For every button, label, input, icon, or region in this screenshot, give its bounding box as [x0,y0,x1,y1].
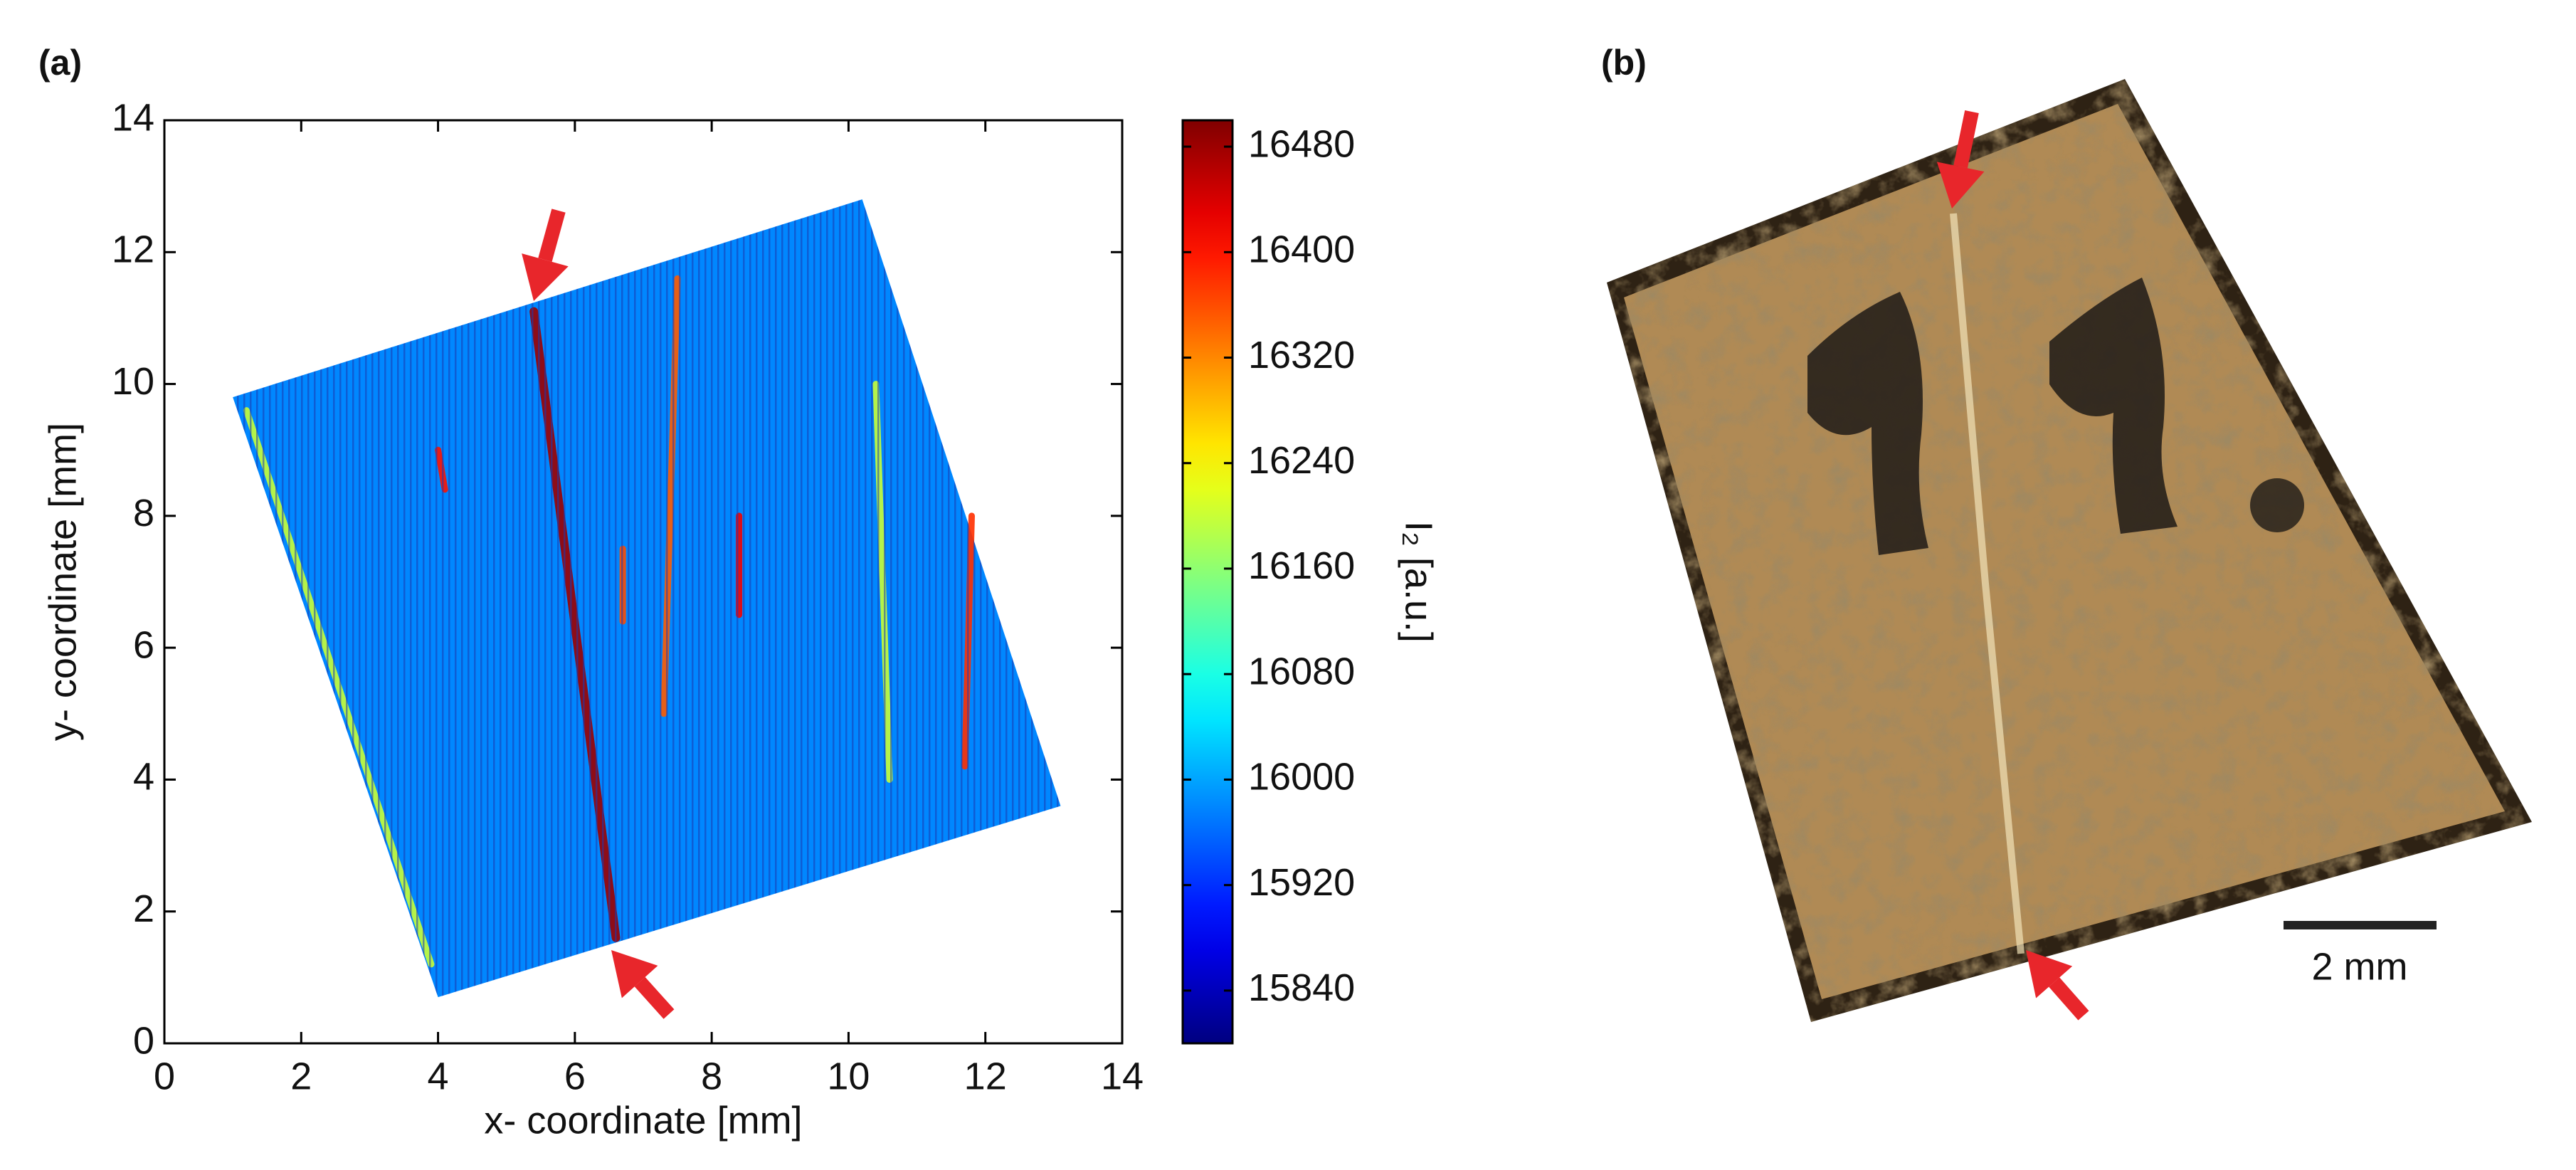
scale-bar-label: 2 mm [2312,945,2408,988]
arrow-head [522,253,569,301]
colorbar-tick-label: 15840 [1248,966,1355,1009]
x-tick-label: 8 [701,1055,722,1097]
y-tick-label: 0 [133,1019,154,1062]
arrow-head [1936,162,1985,209]
x-axis-label: x- coordinate [mm] [484,1099,802,1142]
x-tick-label: 4 [428,1055,449,1097]
y-tick-label: 8 [133,492,154,534]
x-tick-label: 6 [564,1055,586,1097]
x-tick-label: 12 [964,1055,1007,1097]
scan-texture [233,199,1061,998]
arrow [538,209,566,262]
x-tick-label: 10 [827,1055,870,1097]
photo [1607,79,2532,1022]
panel-label: (b) [1601,43,1647,83]
colorbar-tick-label: 16240 [1248,439,1355,482]
y-tick-label: 6 [133,623,154,666]
colorbar-tick-label: 16320 [1248,334,1355,376]
arrow-head [611,950,658,998]
colorbar-tick-label: 16400 [1248,228,1355,271]
colorbar-tick-label: 16160 [1248,544,1355,587]
y-tick-label: 2 [133,887,154,930]
panel-label: (a) [38,43,82,83]
colorbar-tick-label: 16480 [1248,122,1355,165]
arrow [1953,110,1979,169]
arrow-head [2026,950,2073,998]
y-axis-label: y- coordinate [mm] [41,423,84,741]
x-tick-label: 2 [290,1055,312,1097]
y-tick-label: 12 [112,228,154,271]
y-tick-label: 14 [112,96,154,139]
colorbar [1181,119,1234,1045]
colorbar-label: I₂ [a.u.] [1398,521,1440,643]
axes-frame [163,119,1124,1045]
y-tick-label: 4 [133,756,154,799]
arrow [634,976,675,1019]
x-tick-label: 0 [154,1055,175,1097]
arrow [2049,977,2089,1021]
colorbar-tick-label: 16080 [1248,650,1355,692]
colorbar-tick-label: 15920 [1248,861,1355,904]
x-tick-label: 14 [1101,1055,1144,1097]
colorbar-tick-label: 16000 [1248,756,1355,799]
y-tick-label: 10 [112,360,154,403]
